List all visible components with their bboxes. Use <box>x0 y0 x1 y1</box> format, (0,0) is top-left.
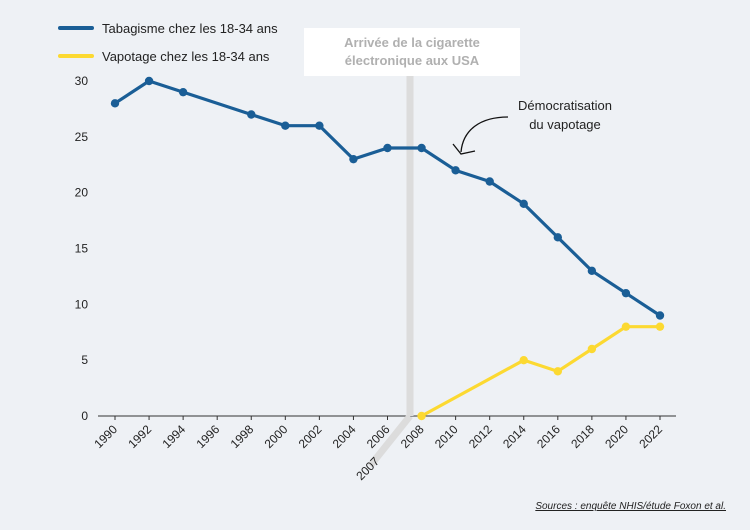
vaping-annotation-line1: Démocratisation <box>518 98 612 113</box>
series-0-point <box>144 76 154 86</box>
annotation-arrowhead <box>452 143 476 155</box>
series-0-point <box>553 233 563 242</box>
series-1-point <box>417 411 426 421</box>
x-tick-label: 1994 <box>159 422 188 451</box>
legend-label-smoking: Tabagisme chez les 18-34 ans <box>102 20 278 36</box>
x-tick-label: 1996 <box>194 422 223 451</box>
y-tick-label: 20 <box>75 186 89 200</box>
series-0-point <box>451 166 460 175</box>
series-0-point <box>110 99 120 108</box>
event-callout-line1: Arrivée de la cigarette <box>344 35 480 50</box>
legend-item-vaping: Vapotage chez les 18-34 ans <box>58 42 278 70</box>
x-tick-label: 2002 <box>296 422 325 451</box>
event-callout-line2: électronique aux USA <box>344 53 480 68</box>
legend-item-smoking: Tabagisme chez les 18-34 ans <box>58 14 278 42</box>
series-0-point <box>485 177 494 186</box>
series-1-point <box>553 367 563 376</box>
x-tick-label: 2020 <box>602 422 631 451</box>
event-callout: Arrivée de la cigarette électronique aux… <box>304 28 520 76</box>
series-line-1 <box>419 325 662 418</box>
series-1-point <box>587 344 597 354</box>
series-1-point <box>519 355 528 365</box>
x-tick-label: 2004 <box>330 422 359 451</box>
y-tick-label: 15 <box>75 242 89 256</box>
y-tick-label: 25 <box>75 130 89 144</box>
series-1-point <box>655 322 665 331</box>
x-tick-label: 2022 <box>636 422 665 451</box>
series-line-0 <box>113 79 662 318</box>
x-tick-label: 2014 <box>500 422 529 451</box>
x-tick-label: 2000 <box>262 422 291 451</box>
series-0-point <box>655 311 665 320</box>
series-0-point <box>315 121 324 130</box>
x-tick-label: 1998 <box>228 422 257 451</box>
series-0-point <box>281 121 290 130</box>
legend-label-vaping: Vapotage chez les 18-34 ans <box>102 48 270 64</box>
y-tick-label: 10 <box>75 297 89 311</box>
series-0-point <box>417 143 426 153</box>
y-tick-label: 30 <box>75 74 89 88</box>
series-1-point <box>621 322 631 331</box>
y-tick-label: 0 <box>81 409 88 423</box>
series-0-point <box>383 143 392 153</box>
event-marker-leader <box>367 413 413 469</box>
x-tick-label: 1992 <box>125 422 154 451</box>
x-tick-label: 2010 <box>432 422 461 451</box>
legend-swatch-smoking <box>58 26 94 30</box>
legend: Tabagisme chez les 18-34 ans Vapotage ch… <box>58 14 278 70</box>
series-0-point <box>349 154 358 164</box>
annotation-arrow <box>460 116 509 153</box>
series-0-point <box>621 288 631 298</box>
source-note: Sources : enquête NHIS/étude Foxon et al… <box>535 501 726 512</box>
series-0-point <box>519 199 528 209</box>
x-tick-label: 2016 <box>534 422 563 451</box>
y-tick-label: 5 <box>81 353 88 367</box>
legend-swatch-vaping <box>58 54 94 58</box>
x-tick-label: 2012 <box>466 422 495 451</box>
x-tick-label: 1990 <box>91 422 120 451</box>
series-0-point <box>247 110 256 119</box>
x-tick-label: 2018 <box>568 422 597 451</box>
series-0-point <box>178 87 188 97</box>
vaping-annotation-line2: du vapotage <box>529 117 601 132</box>
series-0-point <box>587 266 597 276</box>
vaping-annotation: Démocratisation du vapotage <box>500 96 630 134</box>
